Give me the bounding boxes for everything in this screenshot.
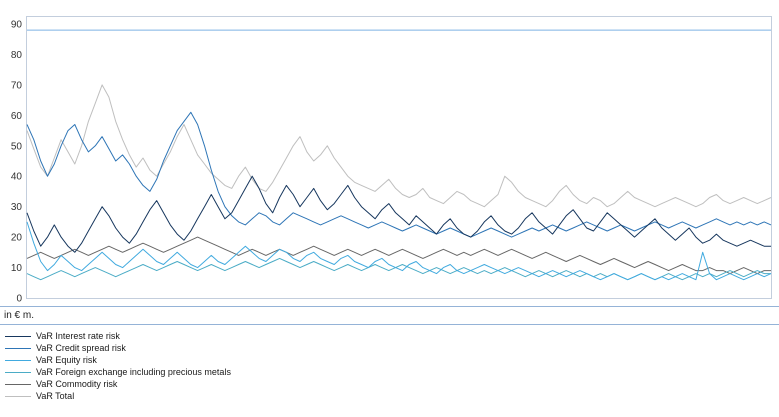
y-axis-tick-label: 20 — [11, 233, 23, 244]
legend-label: VaR Credit spread risk — [36, 343, 126, 353]
units-label: in € m. — [4, 310, 35, 321]
legend-label: VaR Foreign exchange including precious … — [36, 367, 231, 377]
legend-item: VaR Foreign exchange including precious … — [5, 367, 775, 378]
y-axis-tick-label: 60 — [11, 111, 23, 122]
var-chart: 0 10 20 30 40 50 60 70 80 90 — [11, 16, 772, 305]
series-line-var-equity-risk — [26, 221, 772, 281]
y-axis-tick-label: 30 — [11, 202, 23, 213]
legend-item: VaR Total — [5, 391, 775, 402]
plot-frame — [26, 16, 772, 299]
legend-swatch-var-total — [5, 396, 31, 397]
legend-item: VaR Interest rate risk — [5, 331, 775, 342]
legend-label: VaR Equity risk — [36, 355, 97, 365]
series-line-var-interest-rate-risk — [26, 175, 771, 253]
legend-item: VaR Equity risk — [5, 355, 775, 366]
legend-label: VaR Interest rate risk — [36, 331, 120, 341]
series-line-var-credit-spread-risk — [26, 111, 772, 238]
var-line-chart: 0 10 20 30 40 50 60 70 80 90 — [11, 16, 772, 305]
legend-label: VaR Total — [36, 391, 75, 401]
legend-swatch-var-interest-rate-risk — [5, 336, 31, 337]
legend-label: VaR Commodity risk — [36, 379, 118, 389]
y-axis-tick-label: 0 — [16, 294, 22, 305]
legend-swatch-var-equity-risk — [5, 360, 31, 361]
legend-swatch-var-foreign-exchange-including-precious-metals — [5, 372, 31, 373]
series-line-var-commodity-risk — [26, 236, 771, 275]
y-axis-tick-label: 90 — [11, 20, 23, 31]
y-axis-tick-label: 70 — [11, 80, 23, 91]
y-axis-tick-label: 40 — [11, 172, 23, 183]
y-axis-tick-label: 10 — [11, 263, 23, 274]
y-axis-tick-label: 80 — [11, 50, 23, 61]
y-axis-tick-label: 50 — [11, 141, 23, 152]
legend-swatch-var-credit-spread-risk — [5, 348, 31, 349]
legend-item: VaR Commodity risk — [5, 379, 775, 390]
legend-item: VaR Credit spread risk — [5, 343, 775, 354]
chart-legend: VaR Interest rate risk VaR Credit spread … — [0, 325, 779, 402]
units-bar: in € m. — [0, 306, 779, 325]
series-line-var-total — [26, 84, 772, 208]
legend-swatch-var-commodity-risk — [5, 384, 31, 385]
